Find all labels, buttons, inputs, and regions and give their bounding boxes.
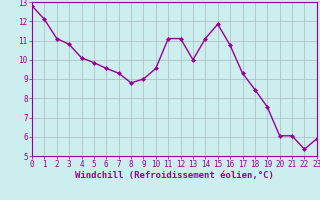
X-axis label: Windchill (Refroidissement éolien,°C): Windchill (Refroidissement éolien,°C): [75, 171, 274, 180]
